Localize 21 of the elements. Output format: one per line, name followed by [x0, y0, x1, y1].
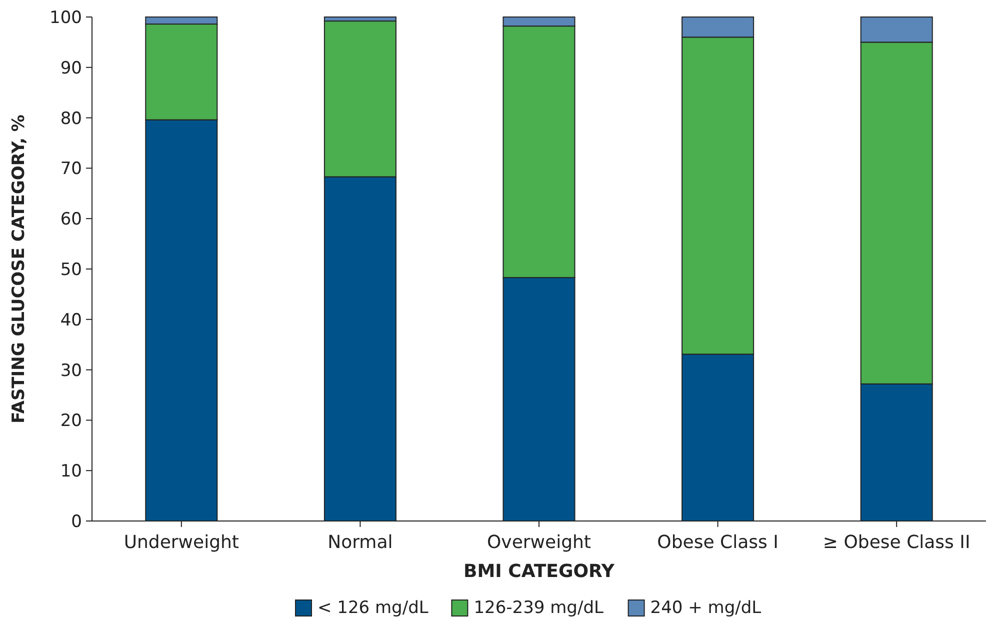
x-axis-title: BMI CATEGORY	[464, 561, 616, 582]
legend-label: 240 + mg/dL	[650, 598, 762, 618]
x-tick-label: Normal	[328, 532, 393, 553]
x-tick-label: ≥ Obese Class II	[822, 532, 970, 553]
y-axis-title: FASTING GLUCOSE CATEGORY, %	[9, 114, 29, 424]
y-tick-label: 40	[60, 310, 82, 330]
y-tick-label: 0	[71, 512, 82, 532]
y-tick-label: 50	[60, 260, 82, 280]
y-tick-label: 30	[60, 360, 82, 381]
legend-label: < 126 mg/dL	[318, 598, 429, 618]
y-tick-label: 90	[60, 58, 82, 78]
x-tick-label: Overweight	[487, 532, 591, 553]
y-tick-label: 80	[60, 108, 82, 129]
y-tick-label: 70	[60, 159, 82, 180]
y-tick-label: 20	[60, 411, 82, 432]
x-tick-label: Underweight	[124, 532, 239, 553]
x-tick-label: Obese Class I	[657, 532, 778, 553]
y-tick-label: 10	[60, 462, 82, 482]
y-tick-label: 60	[60, 210, 82, 230]
y-tick-label: 100	[50, 8, 82, 28]
legend-label: 126-239 mg/dL	[474, 598, 604, 618]
